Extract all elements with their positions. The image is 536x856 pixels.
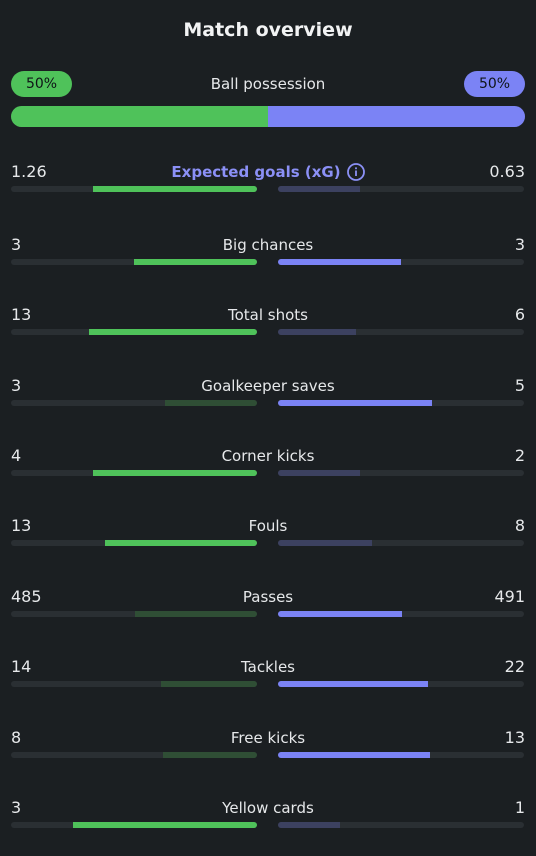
- home-possession-badge: 50%: [11, 71, 72, 97]
- away-stat-value: 8: [514, 516, 525, 535]
- away-stat-value: 22: [504, 657, 525, 676]
- away-stat-fill: [278, 611, 402, 617]
- away-stat-bar: [278, 611, 524, 617]
- home-stat-bar: [11, 611, 257, 617]
- home-stat-bar: [11, 470, 257, 476]
- away-stat-fill: [278, 681, 429, 687]
- away-possession-fill: [268, 106, 525, 127]
- stat-row: 1.26 Expected goals (xG) 0.63: [11, 162, 525, 202]
- home-stat-bar: [11, 259, 257, 265]
- home-stat-value: 13: [11, 516, 32, 535]
- away-stat-fill: [278, 329, 356, 335]
- home-stat-value: 1.26: [11, 162, 47, 181]
- away-stat-value: 2: [514, 446, 525, 465]
- stat-label: Total shots: [228, 306, 308, 324]
- home-stat-fill: [164, 400, 257, 406]
- stat-label: Passes: [242, 588, 294, 606]
- home-stat-value: 8: [11, 728, 22, 747]
- stat-row: 13 Fouls 8: [11, 516, 525, 556]
- home-stat-fill: [161, 681, 257, 687]
- possession-bar: [11, 106, 525, 127]
- away-stat-fill: [278, 186, 360, 192]
- home-stat-value: 4: [11, 446, 22, 465]
- home-stat-value: 485: [11, 587, 42, 606]
- stat-label: Yellow cards: [222, 799, 314, 817]
- stat-row: 4 Corner kicks 2: [11, 446, 525, 486]
- away-stat-bar: [278, 259, 524, 265]
- away-stat-value: 491: [494, 587, 525, 606]
- home-stat-value: 13: [11, 305, 32, 324]
- away-stat-bar: [278, 681, 524, 687]
- home-stat-fill: [134, 259, 257, 265]
- away-stat-fill: [278, 400, 432, 406]
- home-stat-bar: [11, 400, 257, 406]
- page-title: Match overview: [183, 19, 353, 41]
- home-stat-bar: [11, 822, 257, 828]
- home-stat-bar: [11, 329, 257, 335]
- away-stat-bar: [278, 470, 524, 476]
- home-stat-fill: [92, 186, 257, 192]
- away-stat-bar: [278, 822, 524, 828]
- away-stat-bar: [278, 752, 524, 758]
- stat-row: 3 Goalkeeper saves 5: [11, 376, 525, 416]
- stat-label: Expected goals (xG): [11, 162, 525, 182]
- away-stat-fill: [278, 259, 401, 265]
- stat-row: 8 Free kicks 13: [11, 728, 525, 768]
- away-stat-value: 5: [514, 376, 525, 395]
- home-possession-fill: [11, 106, 268, 127]
- possession-label: Ball possession: [210, 75, 326, 93]
- home-stat-fill: [72, 822, 257, 828]
- home-stat-value: 14: [11, 657, 32, 676]
- home-stat-fill: [163, 752, 257, 758]
- home-stat-fill: [104, 540, 257, 546]
- stat-label: Free kicks: [230, 729, 306, 747]
- home-stat-value: 3: [11, 376, 22, 395]
- stat-row: 3 Yellow cards 1: [11, 798, 525, 838]
- home-stat-bar: [11, 186, 257, 192]
- stat-row: 3 Big chances 3: [11, 235, 525, 275]
- away-stat-fill: [278, 540, 372, 546]
- away-stat-bar: [278, 186, 524, 192]
- away-stat-value: 0.63: [489, 162, 525, 181]
- stat-label: Big chances: [222, 236, 314, 254]
- home-stat-value: 3: [11, 798, 22, 817]
- away-stat-bar: [278, 400, 524, 406]
- away-stat-value: 6: [514, 305, 525, 324]
- away-stat-value: 13: [504, 728, 525, 747]
- home-stat-bar: [11, 752, 257, 758]
- away-stat-fill: [278, 470, 360, 476]
- stat-label: Goalkeeper saves: [201, 377, 335, 395]
- home-stat-bar: [11, 681, 257, 687]
- home-stat-fill: [92, 470, 257, 476]
- stat-label: Corner kicks: [221, 447, 315, 465]
- away-stat-bar: [278, 540, 524, 546]
- away-stat-fill: [278, 752, 431, 758]
- stat-row: 485 Passes 491: [11, 587, 525, 627]
- home-stat-fill: [88, 329, 257, 335]
- away-stat-bar: [278, 329, 524, 335]
- info-icon[interactable]: [346, 163, 365, 181]
- away-stat-value: 3: [514, 235, 525, 254]
- stat-label: Tackles: [240, 658, 296, 676]
- home-stat-bar: [11, 540, 257, 546]
- away-stat-value: 1: [514, 798, 525, 817]
- stat-row: 14 Tackles 22: [11, 657, 525, 697]
- away-stat-fill: [278, 822, 340, 828]
- stat-label: Fouls: [248, 517, 288, 535]
- home-stat-fill: [134, 611, 257, 617]
- possession-header: 50% Ball possession 50%: [11, 71, 525, 97]
- stat-row: 13 Total shots 6: [11, 305, 525, 345]
- away-possession-badge: 50%: [464, 71, 525, 97]
- home-stat-value: 3: [11, 235, 22, 254]
